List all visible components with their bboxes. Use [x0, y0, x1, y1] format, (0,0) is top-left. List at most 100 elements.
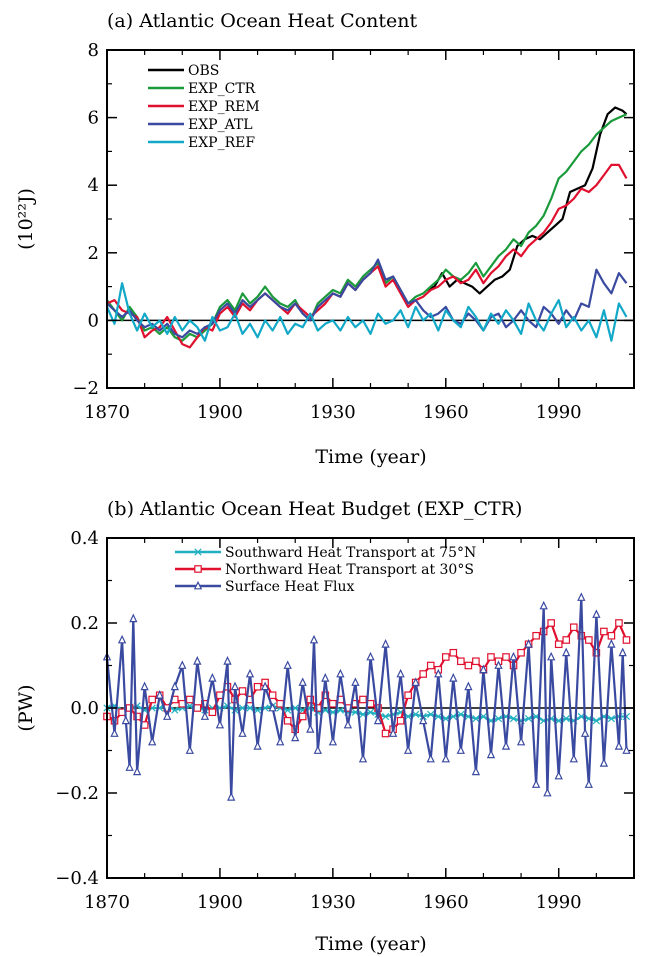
data-point — [343, 719, 353, 729]
series-EXP_ATL — [106, 258, 628, 339]
data-point — [441, 753, 450, 763]
data-point — [215, 719, 225, 729]
data-point — [121, 715, 130, 725]
y-tick-label: 0 — [88, 310, 99, 331]
x-tick-label: 1870 — [84, 402, 130, 423]
data-point — [245, 668, 255, 678]
data-point — [321, 691, 330, 700]
y-tick-label: 6 — [88, 108, 99, 129]
data-point — [403, 745, 413, 754]
data-point — [449, 673, 458, 682]
data-point — [614, 741, 624, 750]
data-point — [170, 681, 179, 691]
x-tick-label: 1900 — [197, 402, 243, 423]
data-point — [412, 710, 420, 718]
data-point — [268, 691, 277, 700]
data-point — [547, 651, 556, 661]
data-point — [306, 724, 315, 733]
data-point — [283, 716, 292, 725]
data-point — [366, 708, 375, 716]
data-point — [580, 728, 590, 737]
data-point — [193, 704, 202, 712]
data-point — [133, 712, 141, 721]
data-point — [193, 656, 202, 665]
data-point — [543, 787, 552, 797]
y-tick-label: 2 — [88, 243, 99, 264]
data-point — [186, 695, 194, 704]
data-point — [284, 706, 292, 714]
data-point — [486, 749, 496, 759]
y-tick-label: 0.2 — [70, 613, 99, 634]
data-point — [532, 631, 540, 640]
data-point — [298, 677, 307, 686]
data-point — [494, 660, 503, 669]
data-point — [494, 715, 503, 723]
x-tick-label: 1990 — [536, 892, 582, 913]
data-point — [577, 592, 586, 601]
data-point — [373, 715, 383, 725]
data-point — [524, 715, 533, 723]
data-point — [618, 647, 627, 657]
data-point — [479, 712, 488, 721]
data-point — [411, 677, 420, 686]
legend: Southward Heat Transport at 75°NNorthwar… — [175, 545, 476, 595]
data-point — [487, 653, 495, 661]
data-point — [457, 710, 465, 718]
data-point — [426, 661, 435, 670]
data-point — [577, 712, 585, 721]
data-point — [584, 779, 593, 788]
chart-title: (b) Atlantic Ocean Heat Budget (EXP_CTR) — [107, 498, 522, 520]
x-tick-label: 1930 — [310, 402, 356, 423]
y-tick-label: −0.4 — [55, 868, 99, 889]
data-point — [524, 639, 533, 648]
data-point — [381, 729, 390, 738]
data-point — [329, 699, 337, 708]
data-point — [186, 702, 194, 710]
data-point — [351, 677, 360, 686]
data-point — [592, 648, 601, 657]
y-tick-label: −0.2 — [55, 783, 99, 804]
data-point — [336, 668, 345, 678]
data-point — [132, 766, 142, 776]
data-point — [434, 712, 442, 721]
data-point — [200, 711, 210, 720]
data-point — [321, 673, 330, 682]
data-point — [562, 715, 570, 723]
x-axis-label: Time (year) — [315, 933, 426, 955]
data-point — [600, 627, 608, 636]
data-point — [592, 609, 601, 618]
data-point — [531, 779, 541, 788]
data-point — [388, 728, 398, 737]
data-point — [155, 690, 164, 699]
data-point — [441, 653, 450, 661]
data-point — [585, 636, 593, 644]
series-line — [106, 113, 627, 342]
data-point — [471, 766, 481, 776]
data-point — [291, 732, 300, 742]
data-point — [404, 691, 412, 700]
data-point — [396, 668, 405, 678]
data-point — [442, 715, 450, 723]
data-point — [268, 702, 277, 712]
data-point — [110, 728, 119, 737]
data-point — [140, 681, 149, 691]
x-tick-label: 1960 — [423, 892, 469, 913]
series-line — [426, 106, 628, 295]
data-point — [516, 736, 526, 746]
data-point — [163, 711, 172, 720]
data-point — [622, 636, 631, 644]
y-tick-label: 0.4 — [70, 528, 99, 549]
y-tick-label: −2 — [72, 378, 99, 399]
data-point — [464, 681, 473, 691]
series-EXP_CTR — [106, 113, 627, 342]
data-point — [419, 715, 428, 725]
data-point — [456, 745, 465, 754]
data-point — [171, 706, 179, 714]
data-point — [517, 648, 525, 657]
data-point — [472, 715, 480, 723]
y-axis-label: (PW) — [15, 684, 37, 731]
data-point — [607, 639, 616, 648]
data-point — [358, 753, 368, 763]
data-point — [622, 745, 631, 754]
data-point — [178, 660, 187, 669]
